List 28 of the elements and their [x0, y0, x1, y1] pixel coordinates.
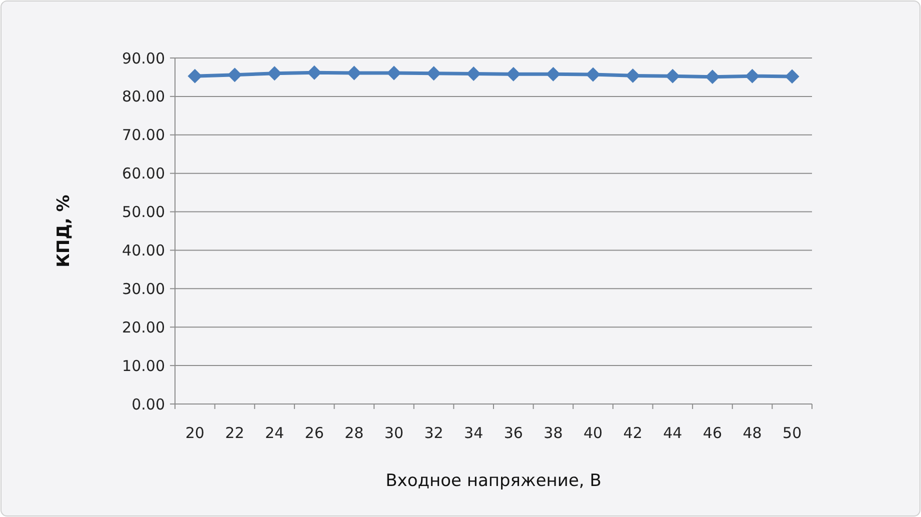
x-tick-label: 36 [504, 424, 523, 442]
x-tick-label: 20 [185, 424, 204, 442]
y-tick-label: 80.00 [122, 88, 165, 106]
x-tick-label: 26 [304, 424, 324, 442]
x-tick-label: 42 [623, 424, 642, 442]
x-tick-label: 40 [583, 424, 603, 442]
x-tick-label: 44 [663, 424, 682, 442]
x-tick-label: 48 [742, 424, 762, 442]
y-tick-label: 20.00 [122, 318, 165, 336]
x-tick-label: 46 [702, 424, 722, 442]
y-tick-label: 40.00 [122, 241, 165, 260]
y-tick-label: 60.00 [122, 164, 165, 183]
x-tick-label: 32 [424, 424, 444, 442]
x-tick-label: 50 [782, 424, 802, 442]
y-tick-label: 90.00 [122, 49, 165, 68]
x-tick-label: 38 [544, 424, 563, 442]
y-tick-label: 50.00 [122, 203, 165, 222]
y-tick-label: 30.00 [122, 280, 165, 298]
y-tick-label: 0.00 [132, 395, 165, 414]
x-tick-label: 28 [344, 424, 364, 442]
x-axis-title: Входное напряжение, В [386, 471, 602, 491]
x-tick-label: 34 [464, 424, 484, 442]
x-tick-label: 30 [384, 424, 404, 442]
y-tick-label: 70.00 [122, 126, 165, 144]
y-axis-title: КПД, % [54, 194, 74, 268]
x-tick-label: 24 [264, 424, 284, 442]
y-tick-label: 10.00 [122, 356, 165, 375]
x-tick-label: 22 [225, 424, 244, 442]
